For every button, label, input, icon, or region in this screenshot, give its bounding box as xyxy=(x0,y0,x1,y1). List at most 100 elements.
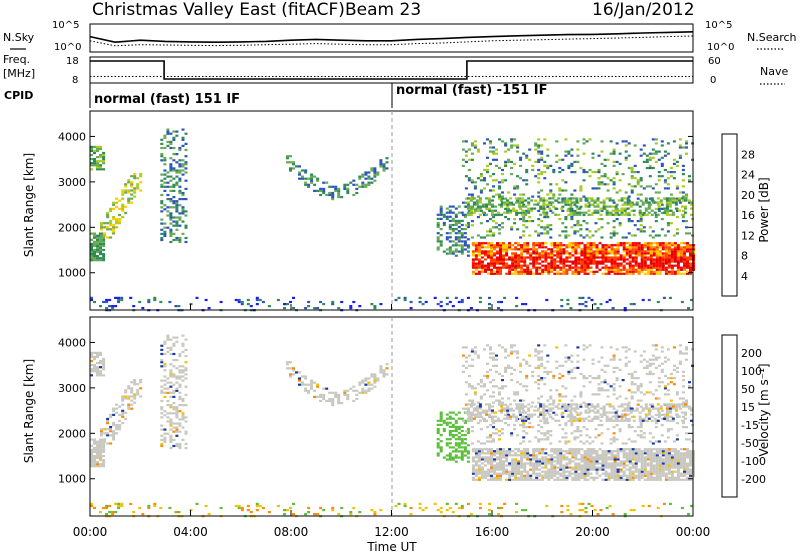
velocity-cell xyxy=(169,373,173,376)
power-cell xyxy=(466,207,470,210)
velocity-cell xyxy=(495,354,498,357)
power-cell xyxy=(663,187,667,190)
power-cell xyxy=(571,260,575,263)
velocity-cell xyxy=(96,465,99,468)
velocity-cell xyxy=(543,383,547,386)
power-cell xyxy=(461,201,465,204)
velocity-cell xyxy=(115,432,119,435)
power-cell xyxy=(602,207,606,210)
power-cell xyxy=(568,252,572,255)
velocity-cell xyxy=(685,346,688,349)
velocity-cell xyxy=(651,358,655,361)
power-cell xyxy=(490,254,493,257)
velocity-cell xyxy=(639,426,643,429)
power-cell xyxy=(523,264,527,267)
power-cell xyxy=(676,264,680,267)
power-cell xyxy=(628,268,632,271)
power-cell xyxy=(106,211,110,215)
velocity-cell xyxy=(509,409,513,412)
velocity-cell xyxy=(580,454,584,457)
power-cell xyxy=(595,260,599,263)
velocity-cell xyxy=(501,403,504,406)
power-cell xyxy=(581,211,585,214)
velocity-cell xyxy=(541,458,545,461)
power-cell xyxy=(163,163,167,166)
power-cell xyxy=(601,256,605,259)
velocity-cell xyxy=(602,411,606,414)
power-cell xyxy=(504,150,508,153)
power-cell xyxy=(636,171,640,174)
power-cell xyxy=(532,256,536,259)
velocity-cell xyxy=(595,456,599,459)
power-cell xyxy=(99,246,102,249)
velocity-cell xyxy=(163,383,167,386)
power-cell xyxy=(619,242,623,245)
velocity-cell xyxy=(642,417,646,421)
velocity-cell xyxy=(90,364,93,367)
power-cell xyxy=(578,211,582,214)
power-cell xyxy=(480,264,484,267)
power-cell xyxy=(493,266,496,269)
power-cell xyxy=(480,260,484,263)
power-cell xyxy=(477,252,481,255)
velocity-cell xyxy=(109,434,113,437)
power-cell xyxy=(488,209,491,212)
power-cell xyxy=(498,185,501,188)
power-cell xyxy=(496,244,499,247)
power-cell xyxy=(495,164,498,167)
velocity-cell xyxy=(591,393,595,396)
power-cell xyxy=(665,201,669,204)
power-cell xyxy=(508,246,512,249)
power-cell xyxy=(184,142,188,145)
power-cell xyxy=(102,168,106,171)
velocity-cell xyxy=(537,344,541,347)
velocity-cell xyxy=(473,393,477,396)
power-cell xyxy=(607,252,611,255)
velocity-cell xyxy=(603,389,607,392)
velocity-cell xyxy=(575,407,579,410)
power-cell xyxy=(597,177,601,180)
velocity-cell xyxy=(115,428,119,431)
power-cell xyxy=(483,236,486,239)
velocity-cell xyxy=(99,366,102,369)
velocity-cell xyxy=(684,403,687,406)
power-cell xyxy=(576,207,580,210)
velocity-cell xyxy=(102,366,106,369)
power-cell xyxy=(504,160,508,163)
power-cell xyxy=(584,205,588,208)
power-cell xyxy=(685,142,688,145)
power-cell xyxy=(166,206,170,209)
velocity-cell xyxy=(103,440,107,443)
velocity-cell xyxy=(583,472,587,475)
power-cell xyxy=(90,250,93,254)
power-cell xyxy=(589,242,593,245)
velocity-cell xyxy=(118,428,122,431)
power-cell xyxy=(445,217,449,220)
power-cell xyxy=(599,201,603,204)
velocity-cell xyxy=(657,385,661,388)
power-cell xyxy=(578,213,582,216)
power-cell xyxy=(654,220,658,223)
power-cell xyxy=(556,260,560,263)
power-cell xyxy=(628,262,632,265)
power-cell xyxy=(283,307,286,310)
velocity-cell xyxy=(313,395,317,398)
velocity-cell xyxy=(517,476,521,479)
velocity-cell xyxy=(470,401,474,404)
power-cell xyxy=(495,152,498,155)
power-cell xyxy=(479,173,483,176)
velocity-cell xyxy=(561,405,565,408)
power-cell xyxy=(370,181,374,184)
power-cell xyxy=(675,160,679,163)
power-cell xyxy=(594,230,598,233)
power-cell xyxy=(471,262,475,265)
power-cell xyxy=(517,260,521,263)
velocity-cell xyxy=(160,361,164,364)
power-cell xyxy=(484,252,487,255)
velocity-cell xyxy=(477,476,481,479)
power-cell xyxy=(499,258,502,261)
velocity-cell xyxy=(492,358,495,361)
power-cell xyxy=(606,183,610,186)
power-cell xyxy=(678,138,682,141)
velocity-cell xyxy=(514,462,518,465)
